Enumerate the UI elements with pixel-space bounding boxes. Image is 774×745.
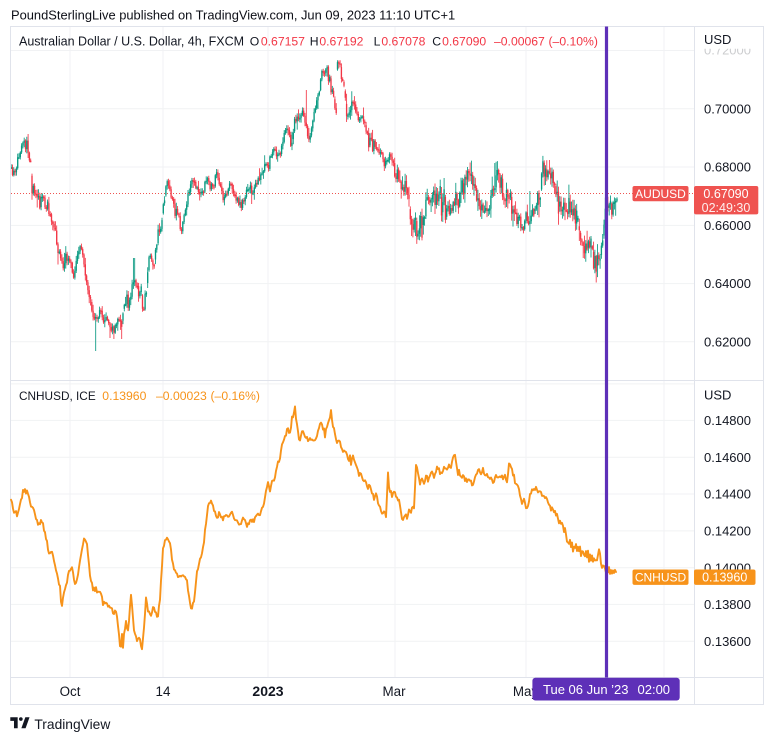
svg-text:0.14400: 0.14400 [704, 487, 751, 502]
svg-text:0.14200: 0.14200 [704, 524, 751, 539]
svg-text:0.67090: 0.67090 [442, 35, 486, 49]
svg-text:0.67157: 0.67157 [261, 35, 305, 49]
svg-text:(–0.16%): (–0.16%) [211, 389, 260, 403]
svg-text:02:49:30: 02:49:30 [702, 201, 751, 215]
svg-text:0.68000: 0.68000 [704, 160, 751, 175]
svg-text:Mar: Mar [382, 684, 406, 699]
svg-text:0.67090: 0.67090 [703, 187, 748, 201]
svg-text:AUDUSD: AUDUSD [635, 187, 686, 201]
svg-text:–0.00067: –0.00067 [494, 35, 545, 49]
svg-text:C: C [432, 35, 441, 49]
svg-text:0.13960: 0.13960 [102, 389, 146, 403]
svg-text:0.67078: 0.67078 [381, 35, 425, 49]
svg-text:14: 14 [156, 684, 171, 699]
svg-text:0.70000: 0.70000 [704, 101, 751, 116]
svg-text:0.13960: 0.13960 [702, 570, 747, 584]
svg-text:H: H [310, 35, 319, 49]
svg-text:–0.00023: –0.00023 [156, 389, 207, 403]
svg-text:USD: USD [704, 32, 731, 47]
svg-text:0.14600: 0.14600 [704, 450, 751, 465]
svg-text:CNHUSD: CNHUSD [635, 570, 687, 584]
svg-text:(–0.10%): (–0.10%) [549, 35, 598, 49]
svg-text:0.66000: 0.66000 [704, 218, 751, 233]
svg-text:0.13600: 0.13600 [704, 634, 751, 649]
svg-text:0.14800: 0.14800 [704, 413, 751, 428]
svg-text:Oct: Oct [60, 684, 81, 699]
svg-text:02:00: 02:00 [638, 682, 671, 697]
svg-text:TradingView: TradingView [34, 717, 110, 732]
svg-text:0.72000: 0.72000 [704, 43, 751, 58]
svg-text:Tue 06 Jun ’23: Tue 06 Jun ’23 [543, 682, 629, 697]
svg-text:O: O [250, 35, 259, 49]
svg-text:L: L [374, 35, 381, 49]
svg-text:0.13800: 0.13800 [704, 597, 751, 612]
svg-text:Australian Dollar / U.S. Dolla: Australian Dollar / U.S. Dollar, 4h, FXC… [19, 35, 244, 49]
svg-text:2023: 2023 [252, 683, 283, 699]
svg-text:0.62000: 0.62000 [704, 334, 751, 349]
svg-text:CNHUSD, ICE: CNHUSD, ICE [19, 389, 96, 403]
svg-text:USD: USD [704, 387, 731, 402]
svg-text:0.64000: 0.64000 [704, 276, 751, 291]
svg-text:PoundSterlingLive published on: PoundSterlingLive published on TradingVi… [11, 8, 455, 23]
svg-text:0.67192: 0.67192 [319, 35, 363, 49]
svg-text:May: May [513, 684, 539, 699]
